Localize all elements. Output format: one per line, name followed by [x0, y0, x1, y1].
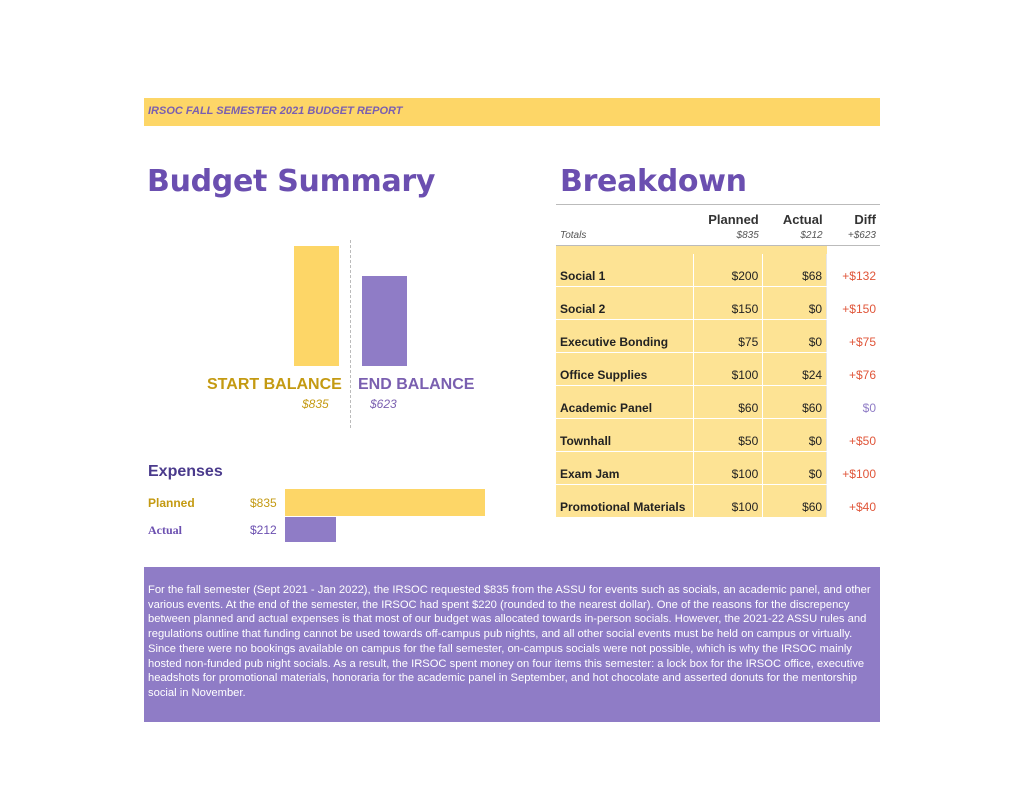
header-planned: Planned	[693, 204, 763, 227]
table-row: Executive Bonding $75 $0 +$75	[556, 319, 880, 353]
start-balance-value: $835	[302, 397, 329, 411]
actual-expenses-value: $212	[250, 523, 277, 537]
cell-name: Academic Panel	[556, 385, 694, 419]
breakdown-rows: Social 1 $200 $68 +$132 Social 2 $150 $0 +$150 E…	[556, 254, 880, 518]
totals-label: Totals	[556, 227, 694, 246]
cell-diff: $0	[826, 385, 880, 419]
cell-actual: $68	[762, 254, 827, 287]
cell-name: Executive Bonding	[556, 319, 694, 353]
cell-actual: $0	[762, 286, 827, 320]
cell-actual: $60	[762, 484, 827, 518]
cell-actual: $0	[762, 418, 827, 452]
cell-diff: +$150	[826, 286, 880, 320]
table-row: Social 2 $150 $0 +$150	[556, 286, 880, 320]
actual-expenses-bar	[285, 517, 336, 542]
cell-actual: $0	[762, 451, 827, 485]
cell-planned: $50	[693, 418, 763, 452]
summary-text-box: For the fall semester (Sept 2021 - Jan 2…	[144, 567, 880, 722]
start-balance-bar	[294, 246, 339, 366]
end-balance-label: END BALANCE	[358, 376, 475, 393]
cell-actual: $24	[762, 352, 827, 386]
end-balance-bar	[362, 276, 407, 366]
cell-name: Exam Jam	[556, 451, 694, 485]
actual-expenses-label: Actual	[148, 523, 182, 537]
cell-planned: $100	[693, 451, 763, 485]
cell-actual: $0	[762, 319, 827, 353]
table-row: Social 1 $200 $68 +$132	[556, 254, 880, 287]
start-balance-label: START BALANCE	[207, 376, 342, 393]
header-item	[556, 204, 694, 227]
cell-diff: +$76	[826, 352, 880, 386]
header-diff: Diff	[826, 204, 880, 227]
totals-planned: $835	[693, 227, 763, 246]
table-spacer	[556, 245, 880, 254]
totals-diff: +$623	[826, 227, 880, 246]
cell-name: Office Supplies	[556, 352, 694, 386]
cell-planned: $60	[693, 385, 763, 419]
totals-row: Totals $835 $212 +$623	[556, 227, 880, 246]
report-banner: IRSOC FALL SEMESTER 2021 BUDGET REPORT	[144, 98, 880, 126]
planned-expenses-label: Planned	[148, 496, 195, 510]
expenses-title: Expenses	[148, 463, 223, 480]
cell-planned: $200	[693, 254, 763, 287]
cell-actual: $60	[762, 385, 827, 419]
cell-diff: +$132	[826, 254, 880, 287]
table-row: Office Supplies $100 $24 +$76	[556, 352, 880, 386]
cell-name: Promotional Materials	[556, 484, 694, 518]
cell-diff: +$50	[826, 418, 880, 452]
table-row: Academic Panel $60 $60 $0	[556, 385, 880, 419]
cell-planned: $100	[693, 484, 763, 518]
planned-expenses-value: $835	[250, 496, 277, 510]
cell-name: Social 2	[556, 286, 694, 320]
breakdown-title: Breakdown	[560, 164, 747, 199]
banner-title: IRSOC FALL SEMESTER 2021 BUDGET REPORT	[148, 105, 403, 117]
summary-paragraph: For the fall semester (Sept 2021 - Jan 2…	[148, 584, 871, 699]
planned-expenses-bar	[285, 489, 485, 516]
cell-diff: +$100	[826, 451, 880, 485]
table-row: Exam Jam $100 $0 +$100	[556, 451, 880, 485]
cell-name: Townhall	[556, 418, 694, 452]
table-header-row: Planned Actual Diff	[556, 204, 880, 227]
breakdown-table: Planned Actual Diff Totals $835 $212 +$6…	[556, 204, 880, 518]
cell-planned: $100	[693, 352, 763, 386]
header-actual: Actual	[762, 204, 827, 227]
cell-diff: +$40	[826, 484, 880, 518]
cell-diff: +$75	[826, 319, 880, 353]
end-balance-value: $623	[370, 397, 397, 411]
balance-divider	[350, 240, 351, 428]
table-row: Townhall $50 $0 +$50	[556, 418, 880, 452]
budget-summary-title: Budget Summary	[147, 164, 436, 199]
table-row: Promotional Materials $100 $60 +$40	[556, 484, 880, 518]
cell-planned: $75	[693, 319, 763, 353]
totals-actual: $212	[762, 227, 827, 246]
cell-name: Social 1	[556, 254, 694, 287]
cell-planned: $150	[693, 286, 763, 320]
